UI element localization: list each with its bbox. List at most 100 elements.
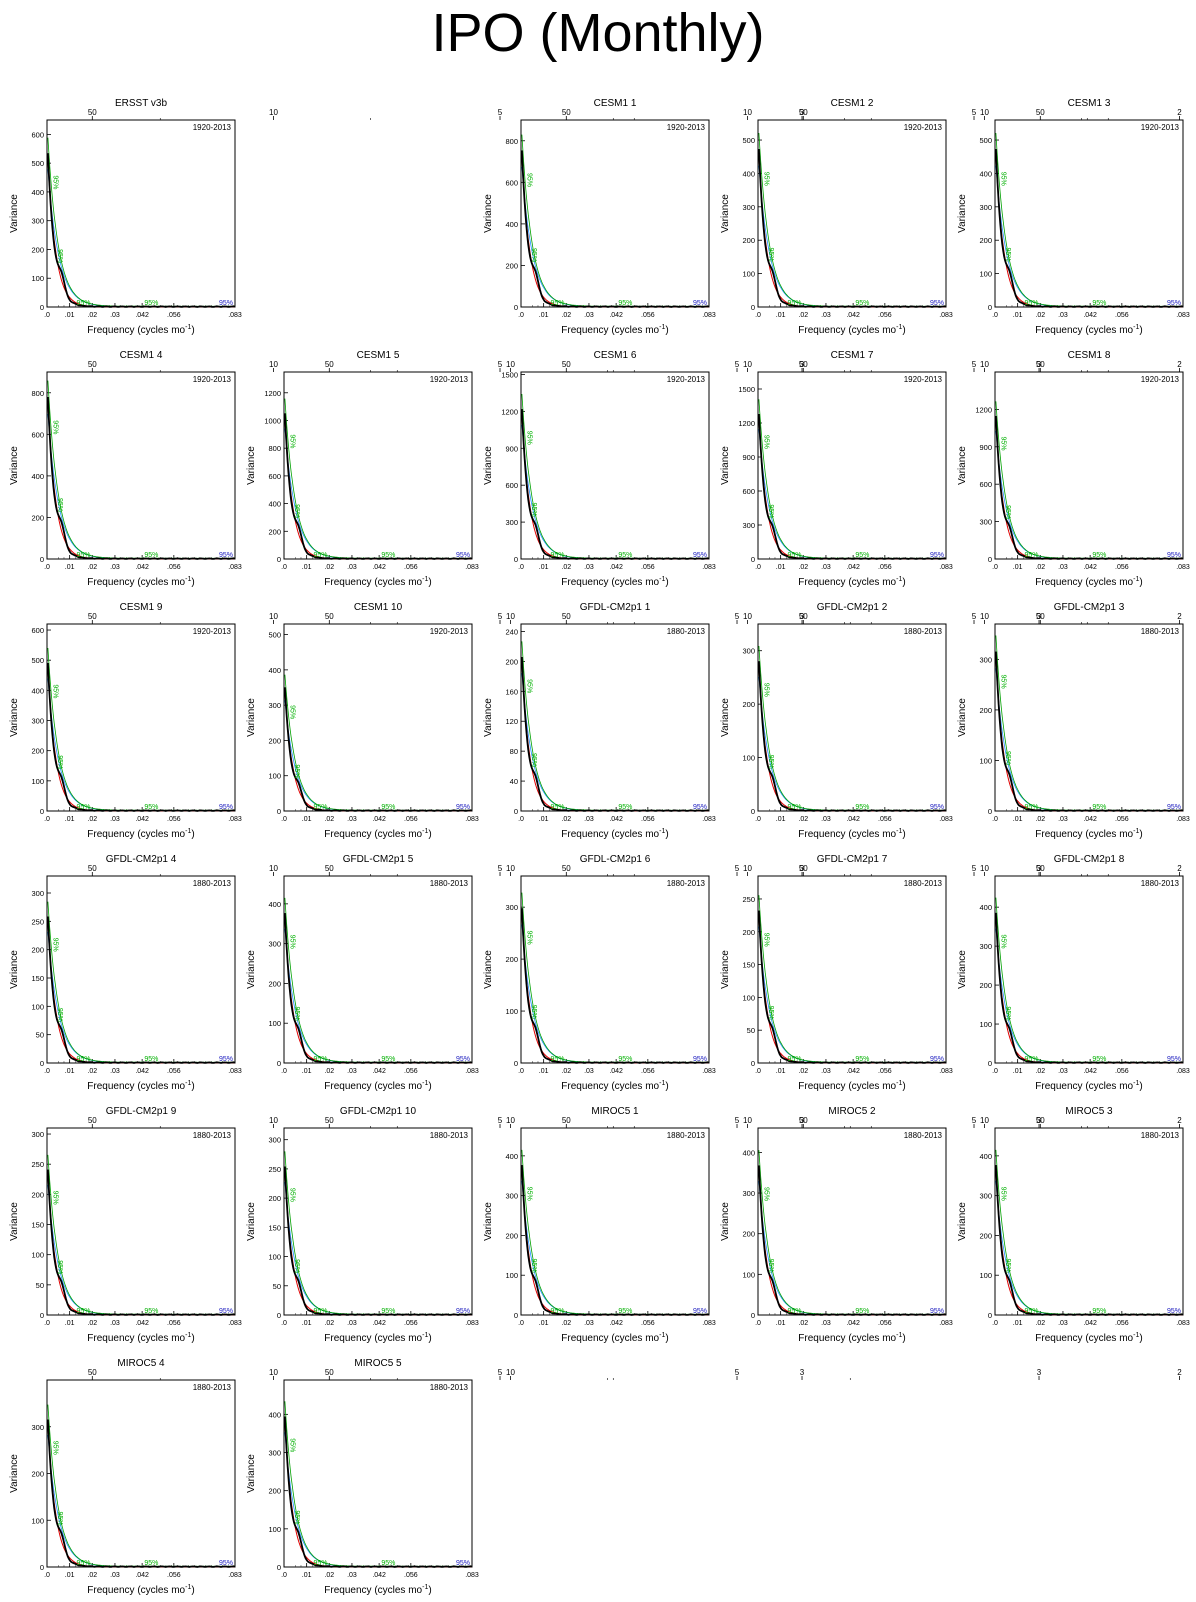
x-tick-label: .03 — [347, 564, 357, 571]
ci-marker: 95% — [855, 1056, 869, 1063]
spectrum-line — [521, 409, 709, 560]
y-tick-label: 200 — [505, 955, 518, 964]
ci-marker: 95% — [293, 764, 300, 778]
period-label: 1880-2013 — [1141, 879, 1180, 888]
top-tick-label: 10 — [506, 360, 515, 369]
ci-95-curve — [758, 132, 946, 307]
y-tick-label: 300 — [979, 942, 992, 951]
ci-marker: 95% — [762, 683, 769, 697]
y-tick-label: 400 — [31, 472, 44, 481]
chart-title: GFDL-CM2p1 2 — [817, 602, 888, 613]
ci-marker: 95% — [288, 1438, 295, 1452]
ci-marker: 95% — [855, 300, 869, 307]
ci-marker: 95% — [767, 247, 774, 261]
period-label: 1920-2013 — [430, 375, 469, 384]
top-tick-label: 5 — [735, 864, 740, 873]
x-tick-label: .02 — [561, 564, 571, 571]
x-axis-label: Frequency (cycles mo-1) — [324, 828, 431, 840]
period-label: 1880-2013 — [193, 1131, 232, 1140]
x-tick-label: .02 — [324, 1320, 334, 1327]
ci-99-curve — [47, 1184, 235, 1315]
y-tick-label: 250 — [31, 1160, 44, 1169]
y-tick-label: 0 — [514, 1059, 518, 1068]
spectrum-line — [284, 413, 472, 560]
ci-95-curve — [995, 401, 1183, 559]
x-tick-label: .01 — [776, 564, 786, 571]
x-tick-label: .056 — [878, 1320, 892, 1327]
y-tick-label: 0 — [40, 555, 44, 564]
y-tick-label: 100 — [979, 270, 992, 279]
plot-frame — [283, 1379, 473, 1568]
x-tick-label: .02 — [87, 564, 97, 571]
x-axis-label: Frequency (cycles mo-1) — [324, 1080, 431, 1092]
ci-marker: 95% — [51, 938, 58, 952]
ci-marker: 95% — [381, 1560, 395, 1567]
x-tick-label: .0 — [44, 816, 50, 823]
x-axis-label: Frequency (cycles mo-1) — [798, 324, 905, 336]
x-tick-label: .0 — [44, 312, 50, 319]
top-tick-label: 50 — [562, 1116, 571, 1125]
y-axis-label: Variance — [9, 194, 20, 233]
ci-marker: 95% — [693, 300, 707, 307]
ci-marker: 95% — [56, 249, 63, 263]
y-tick-label: 1500 — [501, 370, 518, 379]
ci-99-curve — [284, 1432, 472, 1567]
x-tick-label: .03 — [584, 1320, 594, 1327]
y-axis-label: Variance — [957, 698, 968, 737]
ci-marker: 95% — [1024, 1308, 1038, 1315]
x-axis-label: Frequency (cycles mo-1) — [87, 576, 194, 588]
ci-marker: 95% — [144, 804, 158, 811]
red-noise-curve — [284, 1171, 472, 1316]
x-tick-label: .056 — [167, 1572, 181, 1579]
ci-marker: 95% — [618, 1056, 632, 1063]
ci-marker: 95% — [550, 804, 564, 811]
y-tick-label: 300 — [268, 940, 281, 949]
x-tick-label: .02 — [798, 1068, 808, 1075]
x-tick-label: .056 — [1115, 1068, 1129, 1075]
x-axis-label: Frequency (cycles mo-1) — [798, 828, 905, 840]
spectrum-line — [521, 908, 709, 1064]
y-tick-label: 200 — [505, 261, 518, 270]
x-tick-label: .0 — [755, 1320, 761, 1327]
x-tick-label: .042 — [609, 312, 623, 319]
y-tick-label: 0 — [751, 555, 755, 564]
ci-99-curve — [521, 1180, 709, 1315]
x-tick-label: .056 — [878, 564, 892, 571]
y-tick-label: 300 — [742, 521, 755, 530]
y-tick-label: 200 — [268, 527, 281, 536]
x-tick-label: .02 — [87, 1572, 97, 1579]
x-tick-label: .042 — [609, 564, 623, 571]
y-tick-label: 400 — [979, 1152, 992, 1161]
chart-title: ERSST v3b — [115, 98, 167, 109]
top-tick-label: 5 — [498, 612, 503, 621]
period-label: 1880-2013 — [430, 1383, 469, 1392]
ci-95-curve — [758, 645, 946, 811]
period-label: 1920-2013 — [904, 123, 943, 132]
x-axis-label: Frequency (cycles mo-1) — [87, 1584, 194, 1596]
ci-marker: 95% — [999, 437, 1006, 451]
plot-frame — [520, 371, 710, 560]
plot-frame — [994, 1127, 1184, 1316]
y-axis-label: Variance — [9, 1454, 20, 1493]
y-tick-label: 200 — [268, 979, 281, 988]
y-tick-label: 300 — [979, 518, 992, 527]
y-tick-label: 0 — [277, 555, 281, 564]
ci-marker: 95% — [144, 1560, 158, 1567]
plot-frame — [757, 623, 947, 812]
spectrum-line — [521, 150, 709, 308]
ci-marker: 95% — [618, 552, 632, 559]
x-tick-label: .056 — [404, 564, 418, 571]
x-axis-label: Frequency (cycles mo-1) — [87, 1332, 194, 1344]
x-tick-label: .0 — [281, 564, 287, 571]
red-noise-curve — [284, 917, 472, 1064]
x-tick-label: .083 — [939, 816, 953, 823]
x-tick-label: .03 — [821, 1320, 831, 1327]
ci-marker: 95% — [787, 300, 801, 307]
y-tick-label: 200 — [742, 700, 755, 709]
y-tick-label: 0 — [751, 303, 755, 312]
ci-marker: 95% — [76, 804, 90, 811]
top-tick-label: 10 — [743, 360, 752, 369]
y-axis-label: Variance — [720, 698, 731, 737]
x-axis-label: Frequency (cycles mo-1) — [324, 1332, 431, 1344]
y-tick-label: 0 — [751, 1311, 755, 1320]
